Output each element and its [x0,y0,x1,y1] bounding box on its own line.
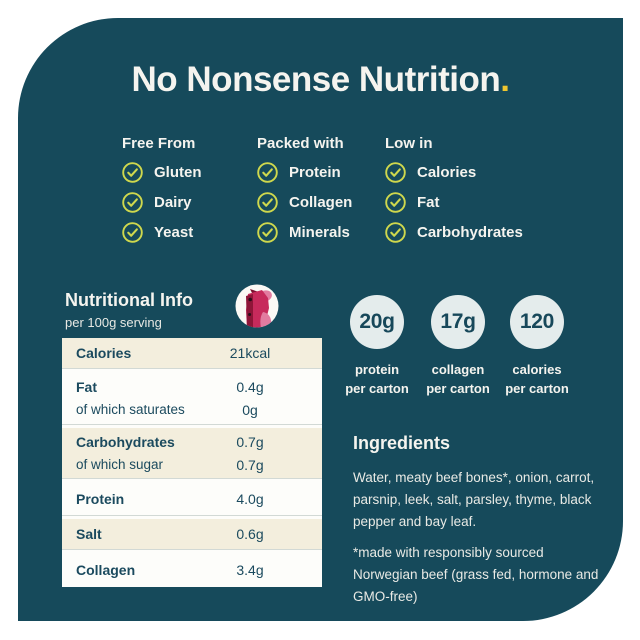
table-row-value: 21kcal [229,345,271,361]
stat-collagen: 17g collagen per carton [403,295,513,398]
benefit-item: Yeast [122,217,202,247]
ingredients-line: Water, meaty beef bones*, onion, carrot, [353,470,595,485]
benefit-column-low-in: Low in Calories Fat Carbohydrates [385,135,523,247]
benefit-column-free-from: Free From Gluten Dairy Yeast [122,135,202,247]
benefit-item: Gluten [122,157,202,187]
ingredients-section: Ingredients Water, meaty beef bones*, on… [353,433,621,608]
benefit-header: Low in [385,135,433,152]
check-circle-icon [385,161,406,183]
serving-size-label: per 100g serving [65,315,162,330]
benefit-item: Collagen [257,187,352,217]
benefit-label: Calories [417,163,477,181]
title-text: No Nonsense Nutrition [131,60,501,99]
table-row-label: Collagen [76,562,136,578]
nutrition-table: Calories 21kcal Fat 0.4g of which satura… [62,338,322,587]
footnote-line: Norwegian beef (grass fed, hormone and [353,567,599,582]
benefit-column-packed-with: Packed with Protein Collagen Minerals [257,135,352,247]
benefit-label: Yeast [154,223,194,241]
footnote-line: GMO-free) [353,589,418,604]
table-subrow-value: 0.7g [236,456,264,473]
ingredients-line: pepper and bay leaf. [353,514,477,529]
check-circle-icon [257,191,278,213]
benefit-label: Fat [417,193,440,211]
stat-label-line1: calories [512,362,562,377]
table-row-value: 0.6g [236,526,264,542]
benefit-item: Calories [385,157,523,187]
table-row: Fat 0.4g of which saturates 0g [62,372,322,424]
row-divider [62,478,322,482]
stat-circle: 120 [510,295,564,349]
table-row-value: 3.4g [236,562,264,578]
stat-circle: 17g [431,295,485,349]
stat-label-line2: per carton [426,381,490,396]
stat-labels: protein per carton [322,360,432,398]
table-row: Collagen 3.4g [62,553,322,587]
benefit-item: Dairy [122,187,202,217]
ingredients-text: Water, meaty beef bones*, onion, carrot,… [353,467,621,533]
benefit-item: Protein [257,157,352,187]
stat-circle: 20g [350,295,404,349]
check-circle-icon [122,161,143,183]
benefit-header: Free From [122,135,196,152]
check-circle-icon [385,191,406,213]
table-subrow-label: of which sugar [76,457,164,472]
check-circle-icon [257,221,278,243]
check-circle-icon [385,221,406,243]
nutrition-poster-panel: No Nonsense Nutrition. Free From Gluten … [18,18,623,621]
cow-icon [235,284,279,328]
title-accent-period: . [500,60,510,99]
table-row-label: Fat [76,378,97,395]
table-row-label: Carbohydrates [76,433,175,450]
row-divider [62,368,322,372]
table-row: Protein 4.0g [62,482,322,515]
row-divider [62,424,322,428]
nutritional-info-heading: Nutritional Info [65,290,193,310]
table-subrow-label: of which saturates [76,402,185,417]
check-circle-icon [122,221,143,243]
table-row: Carbohydrates 0.7g of which sugar 0.7g [62,428,322,478]
benefit-label: Collagen [289,193,353,211]
table-row-label: Protein [76,490,125,507]
stat-labels: calories per carton [482,360,592,398]
ingredients-line: parsnip, leek, salt, parsley, thyme, bla… [353,492,592,507]
row-divider [62,549,322,553]
stat-label-line2: per carton [505,381,569,396]
page-title: No Nonsense Nutrition. [18,60,623,100]
benefit-label: Minerals [289,223,350,241]
stat-protein: 20g protein per carton [322,295,432,398]
check-circle-icon [122,191,143,213]
table-row: Calories 21kcal [62,338,322,368]
benefit-item: Carbohydrates [385,217,523,247]
stat-label-line2: per carton [345,381,409,396]
ingredients-heading: Ingredients [353,433,451,453]
benefit-item: Minerals [257,217,352,247]
table-row-value: 4.0g [236,490,264,507]
benefit-label: Gluten [154,163,202,181]
table-subrow-value: 0g [242,401,258,418]
ingredients-footnote: *made with responsibly sourced Norwegian… [353,542,621,608]
footnote-line: *made with responsibly sourced [353,545,544,560]
benefit-header: Packed with [257,135,344,152]
table-row-label: Salt [76,526,102,542]
table-row-value: 0.4g [236,378,264,395]
benefit-label: Dairy [154,193,192,211]
table-row-label: Calories [76,345,132,361]
table-row: Salt 0.6g [62,519,322,549]
table-row-value: 0.7g [236,433,264,450]
benefit-label: Carbohydrates [417,223,523,241]
benefit-item: Fat [385,187,523,217]
check-circle-icon [257,161,278,183]
stat-label-line1: protein [354,362,400,377]
stat-labels: collagen per carton [403,360,513,398]
row-divider [62,515,322,519]
benefit-label: Protein [289,163,341,181]
stat-label-line1: collagen [431,362,485,377]
stat-calories: 120 calories per carton [482,295,592,398]
